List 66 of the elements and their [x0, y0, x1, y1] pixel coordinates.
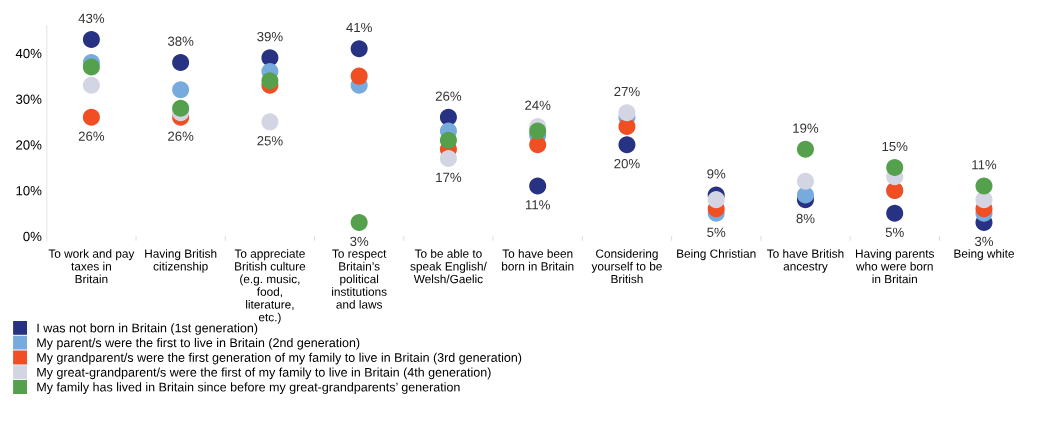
point [82, 108, 100, 126]
x-tick-label: Having parents who were born in Britain [855, 249, 934, 284]
data-label: 26% [435, 91, 462, 101]
point [350, 214, 368, 232]
data-label: 15% [882, 141, 908, 152]
point [350, 67, 368, 85]
x-tick-label: To have British ancestry [767, 249, 844, 273]
point [796, 172, 814, 190]
data-label: 3% [350, 236, 369, 247]
point [261, 113, 279, 131]
data-label: 38% [167, 36, 194, 46]
point [975, 177, 993, 195]
point [618, 136, 636, 154]
x-tick-label: To be able to speak English/ Welsh/Gaelic [410, 249, 487, 284]
point [439, 108, 457, 126]
data-label: 39% [257, 31, 283, 42]
data-label: 24% [525, 100, 551, 110]
legend-label: My great-grandparent/s were the first of my family to live in Britain (4th generation) [37, 367, 491, 380]
x-tick-label: Being white [954, 249, 1014, 261]
y-tick-label: 30% [15, 94, 42, 104]
point [172, 53, 190, 71]
point [261, 72, 279, 90]
data-label: 11% [972, 160, 997, 170]
data-label: 3% [974, 236, 994, 247]
data-label: 11% [525, 200, 550, 210]
point [82, 31, 100, 49]
data-label: 26% [168, 131, 194, 141]
x-tick-label: Considering yourself to be British [591, 249, 662, 284]
data-label: 27% [614, 86, 640, 97]
data-label: 19% [793, 123, 819, 133]
data-label: 17% [436, 172, 462, 182]
point [82, 76, 100, 94]
point [82, 58, 100, 76]
y-tick-label: 0% [23, 231, 42, 242]
data-label: 5% [707, 227, 726, 237]
point [796, 140, 814, 158]
legend-label: My grandparent/s were the first generation of my family to live in Britain (3rd generation) [37, 352, 522, 365]
x-tick-label: To have been born in Britain [502, 249, 574, 271]
point [439, 149, 457, 167]
data-label: 43% [78, 13, 105, 24]
data-label: 25% [257, 136, 283, 146]
data-label: 9% [707, 169, 726, 179]
y-tick-label: 10% [16, 186, 42, 196]
x-tick-label: Being Christian [677, 249, 756, 261]
point [172, 99, 190, 117]
data-label: 8% [796, 213, 815, 224]
data-label: 41% [346, 22, 372, 33]
point [439, 131, 457, 149]
legend-label: My parent/s were the first to live in Britain (2nd generation) [37, 337, 360, 350]
point [886, 204, 904, 222]
point [529, 177, 547, 195]
y-tick-label: 40% [15, 48, 42, 59]
x-tick-label: To work and pay taxes in Britain [48, 249, 135, 284]
point [886, 159, 904, 177]
point [350, 40, 368, 58]
x-tick-label: To appreciate British culture (e.g. music, food, literature, etc.) [234, 249, 306, 324]
data-label: 5% [885, 227, 904, 237]
point [707, 191, 725, 209]
data-label: 26% [78, 131, 105, 141]
x-tick-label: To respect Britain’s political institutions and laws [332, 249, 387, 309]
point [172, 81, 190, 99]
legend-label: I was not born in Britain (1st generation) [37, 323, 258, 335]
data-label: 20% [614, 158, 640, 169]
legend-label: My family has lived in Britain since before my great-grandparents’ generation [37, 382, 460, 394]
y-tick-label: 20% [16, 140, 42, 150]
x-tick-label: Having British citizenship [145, 249, 217, 273]
